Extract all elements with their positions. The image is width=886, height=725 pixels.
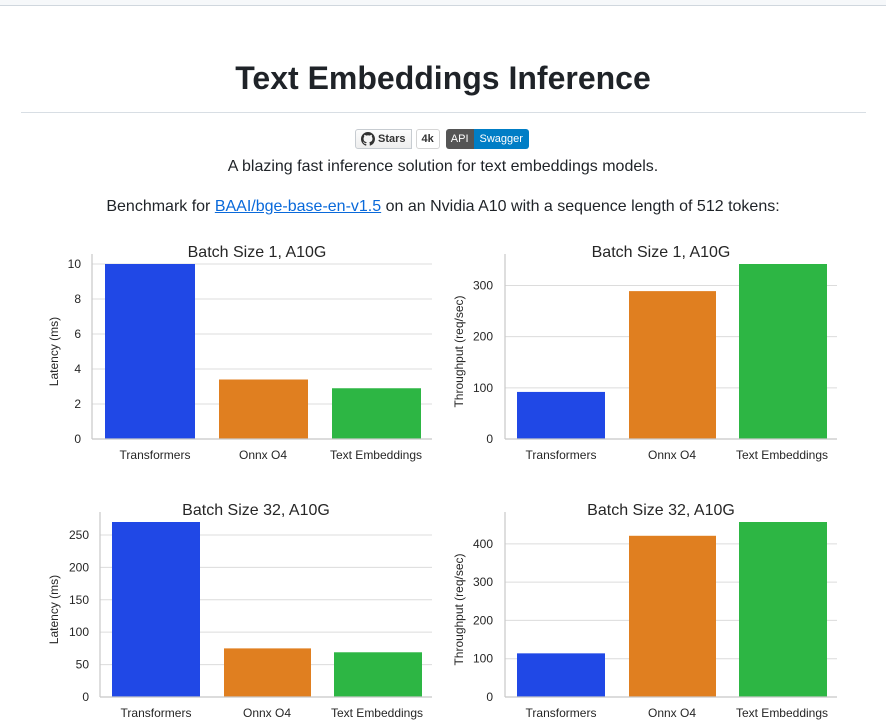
y-axis-label: Throughput (req/sec) xyxy=(452,553,466,665)
x-tick-label: Onnx O4 xyxy=(648,706,696,720)
bar-onnx-o4 xyxy=(629,535,716,697)
y-tick-label: 200 xyxy=(69,560,89,574)
bar-transformers xyxy=(105,264,195,439)
swagger-badge-label: Swagger xyxy=(473,129,529,149)
x-tick-label: Text Embeddings xyxy=(736,448,828,462)
y-axis-label: Latency (ms) xyxy=(47,575,61,644)
y-tick-label: 50 xyxy=(76,658,90,672)
bar-text-embeddings xyxy=(739,522,827,697)
github-stars-badge[interactable]: Stars 4k xyxy=(355,129,440,149)
api-badge-label: API xyxy=(445,129,474,149)
api-swagger-badge[interactable]: API Swagger xyxy=(445,129,529,149)
y-tick-label: 0 xyxy=(486,690,493,704)
x-tick-label: Onnx O4 xyxy=(648,448,696,462)
y-tick-label: 150 xyxy=(69,593,89,607)
bar-transformers xyxy=(517,653,605,697)
github-stars-count: 4k xyxy=(415,129,440,149)
chart-title: Batch Size 32, A10G xyxy=(182,502,330,519)
bar-text-embeddings xyxy=(334,652,422,697)
y-tick-label: 8 xyxy=(74,292,81,306)
chart-title: Batch Size 1, A10G xyxy=(188,244,327,261)
y-tick-label: 200 xyxy=(473,330,493,344)
x-tick-label: Transformers xyxy=(120,448,191,462)
benchmark-description: Benchmark for BAAI/bge-base-en-v1.5 on a… xyxy=(0,198,886,216)
y-tick-label: 0 xyxy=(486,432,493,446)
chart-title: Batch Size 1, A10G xyxy=(592,244,731,261)
github-stars-label: Stars xyxy=(355,129,412,149)
x-tick-label: Transformers xyxy=(526,706,597,720)
bar-text-embeddings xyxy=(739,264,827,439)
benchmark-prefix: Benchmark for xyxy=(106,198,215,215)
bar-onnx-o4 xyxy=(224,648,311,697)
bar-transformers xyxy=(112,522,200,697)
title-divider xyxy=(21,112,866,113)
y-tick-label: 0 xyxy=(82,690,89,704)
y-axis-label: Throughput (req/sec) xyxy=(452,295,466,407)
x-tick-label: Text Embeddings xyxy=(331,706,423,720)
y-tick-label: 200 xyxy=(473,613,493,627)
y-tick-label: 100 xyxy=(473,652,493,666)
bar-onnx-o4 xyxy=(629,291,716,439)
y-tick-label: 6 xyxy=(74,327,81,341)
y-tick-label: 300 xyxy=(473,575,493,589)
x-tick-label: Onnx O4 xyxy=(243,706,291,720)
y-tick-label: 300 xyxy=(473,278,493,292)
tagline: A blazing fast inference solution for te… xyxy=(227,158,659,175)
y-tick-label: 4 xyxy=(74,362,81,376)
y-tick-label: 100 xyxy=(69,625,89,639)
chart-title: Batch Size 32, A10G xyxy=(587,502,735,519)
model-link[interactable]: BAAI/bge-base-en-v1.5 xyxy=(214,198,382,215)
x-tick-label: Text Embeddings xyxy=(330,448,422,462)
y-tick-label: 2 xyxy=(74,397,81,411)
x-tick-label: Transformers xyxy=(121,706,192,720)
y-tick-label: 0 xyxy=(74,432,81,446)
y-tick-label: 100 xyxy=(473,381,493,395)
bar-text-embeddings xyxy=(332,388,421,439)
y-axis-label: Latency (ms) xyxy=(47,317,61,386)
bar-transformers xyxy=(517,391,605,439)
y-tick-label: 400 xyxy=(473,537,493,551)
bar-onnx-o4 xyxy=(219,379,308,439)
benchmark-suffix: on an Nvidia A10 with a sequence length … xyxy=(381,198,780,215)
github-icon xyxy=(361,132,375,146)
badge-row: Stars 4k API Swagger xyxy=(355,129,529,149)
top-border xyxy=(0,0,886,6)
page-title: Text Embeddings Inference xyxy=(235,60,651,96)
x-tick-label: Text Embeddings xyxy=(736,706,828,720)
y-tick-label: 250 xyxy=(69,528,89,542)
x-tick-label: Transformers xyxy=(526,448,597,462)
y-tick-label: 10 xyxy=(68,257,82,271)
x-tick-label: Onnx O4 xyxy=(239,448,287,462)
